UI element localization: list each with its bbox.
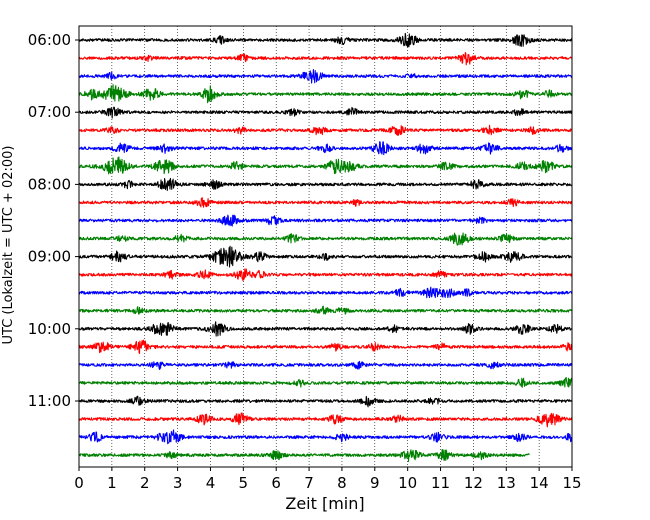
trace-1115 [78, 412, 573, 428]
y-tick-label-0900: 09:00 [28, 248, 71, 266]
trace-1045 [78, 376, 573, 388]
x-axis-label: Zeit [min] [285, 494, 364, 513]
seismic-traces [78, 32, 573, 462]
trace-1000 [78, 321, 573, 337]
trace-0945 [78, 305, 573, 315]
x-tick-label-10: 10 [398, 474, 417, 492]
trace-0730 [78, 141, 573, 156]
axis-ticks: 0 1 2 3 4 5 6 7 8 9 10 11 12 13 14 1506:0007:0008:0009:… [28, 31, 582, 492]
trace-1130 [78, 429, 573, 445]
x-tick-label-0: 0 [74, 474, 84, 492]
y-axis-label: UTC (Lokalzeit = UTC + 02:00) [1, 146, 16, 345]
x-tick-label-5: 5 [239, 474, 249, 492]
y-tick-label-1000: 10:00 [28, 320, 71, 338]
trace-0815 [78, 197, 573, 208]
y-tick-label-0700: 07:00 [28, 103, 71, 121]
y-tick-label-1100: 11:00 [28, 392, 71, 410]
x-tick-label-7: 7 [304, 474, 314, 492]
trace-0630 [78, 69, 573, 84]
x-tick-label-14: 14 [530, 474, 549, 492]
plot-frame [78, 25, 573, 468]
trace-0900 [78, 245, 573, 268]
x-tick-label-1: 1 [107, 474, 117, 492]
trace-0830 [78, 214, 573, 227]
x-tick-label-2: 2 [140, 474, 150, 492]
x-tick-label-15: 15 [562, 474, 581, 492]
trace-0915 [78, 268, 573, 282]
y-tick-label-0800: 08:00 [28, 175, 71, 193]
trace-1100 [78, 395, 573, 408]
trace-0615 [78, 52, 573, 66]
x-tick-label-9: 9 [370, 474, 380, 492]
x-tick-label-4: 4 [206, 474, 216, 492]
trace-0745 [78, 156, 573, 175]
x-tick-label-6: 6 [271, 474, 281, 492]
x-tick-label-3: 3 [173, 474, 183, 492]
trace-0715 [78, 124, 573, 136]
y-tick-label-0600: 06:00 [28, 31, 71, 49]
trace-0700 [78, 106, 573, 119]
trace-1145 [78, 449, 530, 462]
x-tick-label-13: 13 [497, 474, 516, 492]
trace-1030 [78, 360, 573, 370]
trace-0845 [78, 232, 573, 246]
x-tick-label-12: 12 [464, 474, 483, 492]
trace-0600 [78, 32, 573, 48]
x-tick-label-11: 11 [431, 474, 450, 492]
trace-0800 [78, 177, 573, 192]
trace-0930 [78, 286, 573, 299]
trace-1015 [78, 339, 573, 355]
trace-0645 [78, 84, 573, 104]
x-tick-label-8: 8 [337, 474, 347, 492]
